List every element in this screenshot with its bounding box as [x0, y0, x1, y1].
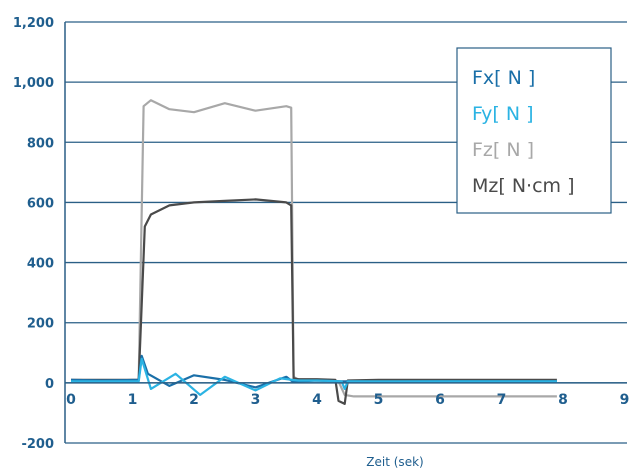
- y-tick-label: 800: [27, 136, 54, 151]
- series-line: [71, 357, 557, 396]
- legend-entry: Fy[ N ]: [472, 103, 534, 125]
- legend-entry: Fz[ N ]: [472, 139, 534, 161]
- axes: [64, 22, 627, 444]
- legend-box: [456, 47, 612, 214]
- x-tick-label: 6: [435, 392, 445, 408]
- x-tick-label: 4: [312, 392, 322, 408]
- x-tick-label: 1: [128, 392, 138, 408]
- legend-entry: Mz[ N·cm ]: [472, 175, 574, 197]
- series-line: [71, 198, 557, 405]
- x-axis-label: Zeit (sek): [366, 455, 423, 469]
- series-line: [71, 99, 557, 398]
- x-tick-label: 9: [620, 392, 630, 408]
- legend: Fx[ N ] Fy[ N ] Fz[ N ] Mz[ N·cm ]: [456, 47, 612, 214]
- grid-lines: [65, 21, 627, 384]
- y-tick-label: 1,000: [13, 76, 54, 91]
- legend-entry: Fx[ N ]: [472, 67, 535, 89]
- x-tick-label: 7: [497, 392, 507, 408]
- series-layer: [70, 99, 557, 405]
- x-tick-labels: 0 1 2 3 4 5 6 7 8 9: [66, 392, 629, 408]
- y-tick-label: 1,200: [13, 16, 54, 31]
- y-tick-label: 0: [45, 377, 54, 392]
- x-tick-label: 3: [251, 392, 261, 408]
- x-tick-label: 2: [189, 392, 199, 408]
- x-tick-label: 0: [66, 392, 76, 408]
- y-tick-label: 400: [27, 257, 54, 272]
- y-tick-label: 200: [27, 317, 54, 332]
- y-tick-label: -200: [21, 437, 54, 452]
- y-tick-label: 600: [27, 196, 54, 211]
- x-tick-label: 5: [374, 392, 384, 408]
- y-tick-labels: -200 0 200 400 600 800 1,000 1,200: [13, 16, 54, 452]
- x-tick-label: 8: [558, 392, 568, 408]
